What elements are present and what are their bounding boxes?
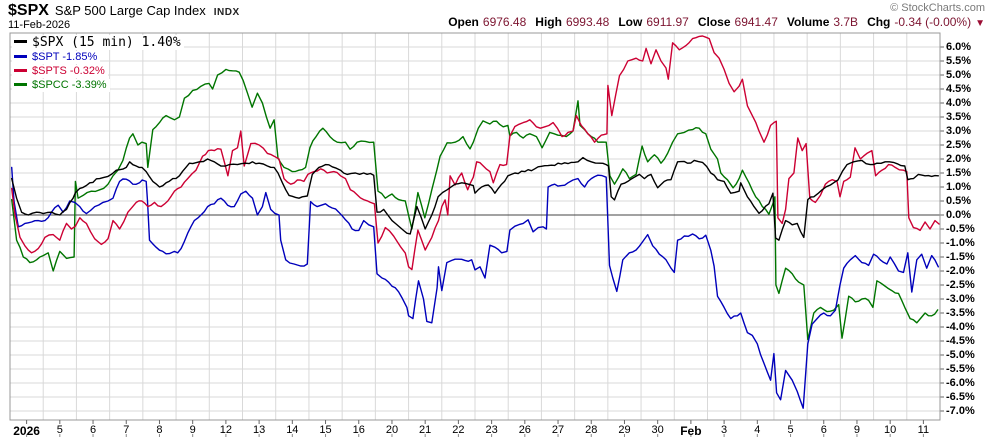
y-tick-label: -0.5% xyxy=(946,223,975,235)
y-tick-label: 6.0% xyxy=(946,41,972,53)
legend-item-SPX: $SPX (15 min) 1.40% xyxy=(12,35,184,50)
x-tick-label: 13 xyxy=(252,424,266,436)
y-tick-label: -7.0% xyxy=(946,405,975,417)
legend-swatch xyxy=(14,40,27,43)
y-tick-label: 2.5% xyxy=(946,139,972,151)
quote-value: 6993.48 xyxy=(565,15,610,29)
series-line-SPCC xyxy=(10,68,939,341)
symbol: $SPX xyxy=(8,2,49,19)
x-tick-label: 2026 xyxy=(13,424,40,438)
x-tick-label: Feb xyxy=(680,424,702,438)
x-tick-label: 5 xyxy=(787,424,794,436)
y-tick-label: 0.5% xyxy=(946,195,972,207)
legend: $SPX (15 min) 1.40% $SPT -1.85% $SPTS -0.3… xyxy=(12,35,184,93)
x-tick-label: 3 xyxy=(721,424,728,436)
x-tick-label: 15 xyxy=(319,424,332,436)
legend-swatch xyxy=(14,54,27,58)
quote-label: Close xyxy=(697,15,731,29)
y-tick-label: -4.5% xyxy=(946,335,975,347)
x-tick-label: 9 xyxy=(853,424,861,436)
series-line-SPX xyxy=(10,156,939,241)
y-tick-label: 1.5% xyxy=(946,167,972,179)
change-down-triangle-icon: ▼ xyxy=(975,18,985,29)
plot-border xyxy=(9,32,941,421)
x-tick-label: 29 xyxy=(618,424,631,436)
y-tick-label: -1.0% xyxy=(946,237,975,249)
quote-value: -0.34 (-0.00%) xyxy=(894,15,972,29)
y-tick-label: 1.0% xyxy=(946,181,972,193)
x-tick-label: 23 xyxy=(485,424,498,436)
x-tick-label: 6 xyxy=(820,424,827,436)
legend-label: $SPT -1.85% xyxy=(32,51,98,63)
y-tick-label: 0.0% xyxy=(946,209,972,221)
x-tick-label: 28 xyxy=(585,424,598,436)
x-tick-label: 21 xyxy=(419,424,432,436)
exchange-tag: INDX xyxy=(213,7,240,18)
x-tick-label: 4 xyxy=(754,424,761,436)
x-tick-label: 12 xyxy=(219,424,233,436)
y-tick-label: 3.0% xyxy=(946,125,972,137)
x-tick-label: 11 xyxy=(917,424,930,436)
quote-value: 6976.48 xyxy=(482,15,527,29)
y-tick-label: -6.5% xyxy=(946,391,975,403)
x-tick-label: 9 xyxy=(189,424,196,436)
x-tick-label: 7 xyxy=(123,424,130,436)
quote-label: Volume xyxy=(786,15,830,29)
x-tick-label: 20 xyxy=(385,424,399,436)
quote-label: Low xyxy=(618,15,643,29)
x-tick-label: 6 xyxy=(89,424,97,436)
x-tick-label: 22 xyxy=(452,424,465,436)
y-tick-label: -1.5% xyxy=(946,251,975,263)
x-tick-label: 10 xyxy=(884,424,897,436)
x-tick-label: 5 xyxy=(56,424,63,436)
y-tick-label: 4.5% xyxy=(946,83,972,95)
y-tick-label: -5.0% xyxy=(946,349,975,361)
y-tick-label: -4.0% xyxy=(946,321,975,333)
x-tick-label: 27 xyxy=(551,424,565,436)
x-tick-label: 8 xyxy=(156,424,163,436)
legend-swatch xyxy=(14,68,27,72)
series-line-SPTS xyxy=(10,35,940,271)
quote-label: Open xyxy=(448,15,479,29)
index-name: S&P 500 Large Cap Index xyxy=(54,3,206,18)
y-tick-label: -2.5% xyxy=(946,279,975,291)
legend-swatch xyxy=(14,82,27,86)
x-tick-label: 16 xyxy=(352,424,365,436)
legend-label: $SPX (15 min) 1.40% xyxy=(32,35,181,50)
quote-label: High xyxy=(535,15,562,29)
y-tick-label: -3.5% xyxy=(946,307,975,319)
x-tick-label: 26 xyxy=(518,424,531,436)
legend-label: $SPTS -0.32% xyxy=(32,65,105,77)
stockcharts-copyright: © StockCharts.com xyxy=(890,2,985,14)
legend-label: $SPCC -3.39% xyxy=(32,79,107,91)
quote-value: 6911.97 xyxy=(646,15,689,29)
y-tick-label: -3.0% xyxy=(946,293,975,305)
x-tick-label: 14 xyxy=(286,424,299,436)
y-tick-label: -6.0% xyxy=(946,377,975,389)
series-line-SPT xyxy=(10,166,939,409)
chart-header: $SPX S&P 500 Large Cap Index INDX xyxy=(8,2,240,20)
x-tick-label: 30 xyxy=(651,424,664,436)
legend-item-SPTS: $SPTS -0.32% xyxy=(12,65,108,78)
y-tick-label: 2.0% xyxy=(946,153,972,165)
y-tick-label: 5.0% xyxy=(946,69,972,81)
y-tick-label: 4.0% xyxy=(946,97,972,109)
legend-item-SPT: $SPT -1.85% xyxy=(12,51,101,64)
y-tick-label: -2.0% xyxy=(946,265,975,277)
quote-bar: Open 6976.48 High 6993.48 Low 6911.97 Close 694… xyxy=(439,15,985,29)
legend-item-SPCC: $SPCC -3.39% xyxy=(12,79,110,92)
quote-label: Chg xyxy=(867,15,891,29)
quote-value: 3.7B xyxy=(833,15,859,29)
y-tick-label: 5.5% xyxy=(946,55,972,67)
y-tick-label: -5.5% xyxy=(946,363,975,375)
y-tick-label: 3.5% xyxy=(946,111,972,123)
quote-value: 6941.47 xyxy=(734,15,778,29)
chart-date: 11-Feb-2026 xyxy=(8,19,71,31)
